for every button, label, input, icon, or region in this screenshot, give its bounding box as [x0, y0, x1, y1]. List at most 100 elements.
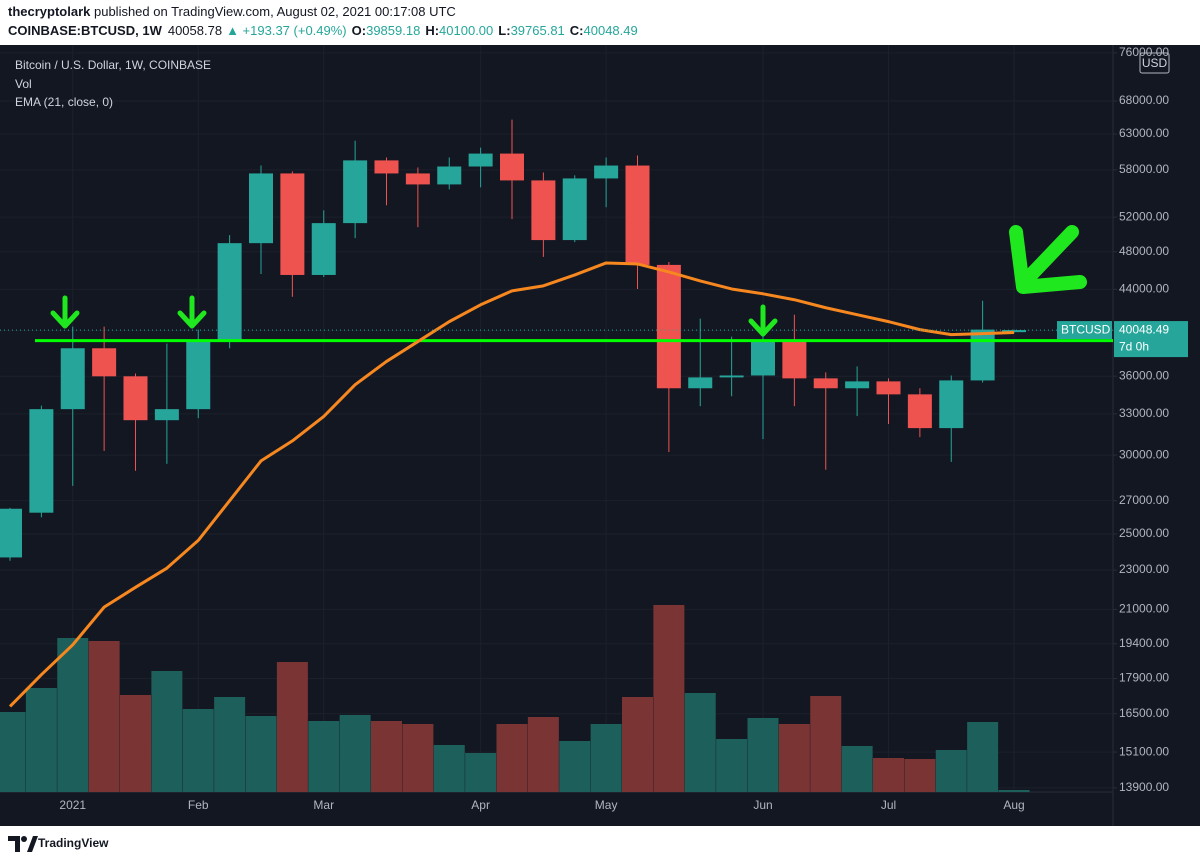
ema-line — [8, 261, 1015, 708]
candle-body — [939, 380, 964, 429]
ohlc-value: 40100.00 — [439, 23, 493, 38]
x-tick-label: Aug — [1003, 798, 1024, 812]
currency: USD — [1142, 56, 1168, 70]
candle-body — [719, 375, 744, 378]
ohlc-value: 39765.81 — [511, 23, 565, 38]
candle-body — [405, 173, 430, 185]
logo-mark — [8, 836, 20, 852]
arrow — [177, 295, 207, 329]
x-tick-label: Apr — [471, 798, 490, 812]
volume-bar — [967, 722, 999, 792]
volume-bar — [810, 696, 842, 792]
arrow — [50, 295, 80, 329]
x-tick-label: Jul — [881, 798, 896, 812]
volume-bar — [402, 724, 434, 792]
volume-bar — [57, 638, 89, 792]
y-tick-label: 13900.00 — [1119, 780, 1169, 794]
x-tick-label: Feb — [188, 798, 209, 812]
ohlc-key: C: — [570, 23, 584, 38]
ohlc-key: L: — [498, 23, 510, 38]
candle-body — [813, 378, 838, 389]
logo-mark — [27, 836, 38, 852]
change: ▲ +193.37 (+0.49%) — [226, 23, 347, 38]
volume-bar — [433, 745, 465, 792]
volume-bar — [25, 688, 57, 792]
ohlc-key: O: — [352, 23, 366, 38]
volume-bar — [559, 741, 591, 792]
last-name-box — [1057, 321, 1112, 340]
volume-bar — [214, 697, 246, 792]
candle-body — [970, 329, 995, 381]
candle-body — [343, 160, 368, 224]
volume-bar — [716, 739, 748, 792]
candle-body — [751, 339, 775, 376]
candle-body — [280, 173, 305, 275]
candle-body — [1002, 330, 1026, 333]
volume-bar — [527, 717, 559, 792]
candle-body — [311, 223, 336, 275]
last-name: BTCUSD — [1061, 322, 1111, 336]
volume-bar — [998, 790, 1030, 792]
y-tick-label: 17900.00 — [1119, 671, 1169, 685]
volume-bar — [653, 605, 685, 792]
candle-body — [782, 339, 807, 379]
y-tick-label: 63000.00 — [1119, 126, 1169, 140]
y-tick-label: 21000.00 — [1119, 602, 1169, 616]
candle-body — [437, 166, 462, 185]
big-arrow — [1009, 225, 1087, 294]
volume-bar — [276, 662, 308, 792]
volume-bar — [904, 759, 936, 792]
countdown: 7d 0h — [1119, 339, 1149, 353]
plot — [0, 45, 1113, 792]
candle-body — [92, 348, 117, 377]
ohlc-value: 40048.49 — [584, 23, 638, 38]
y-tick-label: 52000.00 — [1119, 209, 1169, 223]
y-tick-label: 68000.00 — [1119, 93, 1169, 107]
candle-body — [907, 394, 932, 429]
candle-body — [625, 165, 650, 265]
legend-volume: Vol — [15, 77, 32, 91]
volume-bar — [88, 641, 120, 792]
candle-body — [688, 377, 713, 389]
candle-body — [154, 409, 179, 421]
last-price: 40048.49 — [1119, 322, 1169, 336]
ohlc-value: 39859.18 — [366, 23, 420, 38]
volume-bar — [684, 693, 716, 792]
x-tick-label: Jun — [753, 798, 772, 812]
x-tick-label: May — [595, 798, 618, 812]
author: thecryptolark — [8, 4, 91, 19]
published: published on TradingView.com, August 02,… — [90, 4, 455, 19]
y-tick-label: 44000.00 — [1119, 282, 1169, 296]
logo — [8, 836, 38, 852]
volume-bar — [465, 753, 497, 792]
volume-bar — [873, 758, 904, 792]
y-tick-label: 15100.00 — [1119, 744, 1169, 758]
currency-box — [1139, 52, 1170, 74]
last-price-box — [1114, 321, 1188, 358]
y-tick-label: 58000.00 — [1119, 162, 1169, 176]
x-tick-label: 2021 — [59, 798, 86, 812]
candle-body — [656, 264, 681, 389]
candle-body — [123, 376, 148, 421]
y-tick-label: 23000.00 — [1119, 562, 1169, 576]
y-tick-label: 19400.00 — [1119, 636, 1169, 650]
price: 40058.78 — [168, 23, 222, 38]
y-tick-label: 36000.00 — [1119, 368, 1169, 382]
candle-body — [876, 381, 901, 395]
symbol-line: COINBASE:BTCUSD, 1W 40058.78 ▲ +193.37 (+0… — [8, 23, 638, 38]
volume-bar — [0, 712, 26, 792]
x-tick-label: Mar — [313, 798, 334, 812]
volume-bar — [778, 724, 810, 792]
ohlc-key: H: — [425, 23, 439, 38]
y-tick-label: 16500.00 — [1119, 706, 1169, 720]
logo-dot — [21, 836, 27, 842]
y-tick-label: 33000.00 — [1119, 406, 1169, 420]
candle-body — [468, 153, 493, 167]
volume-bar — [371, 721, 402, 792]
volume-bar — [245, 716, 277, 792]
legend-ema: EMA (21, close, 0) — [15, 95, 113, 109]
candle-body — [594, 165, 619, 179]
volume-bar — [590, 724, 622, 792]
candle-body — [562, 178, 587, 241]
